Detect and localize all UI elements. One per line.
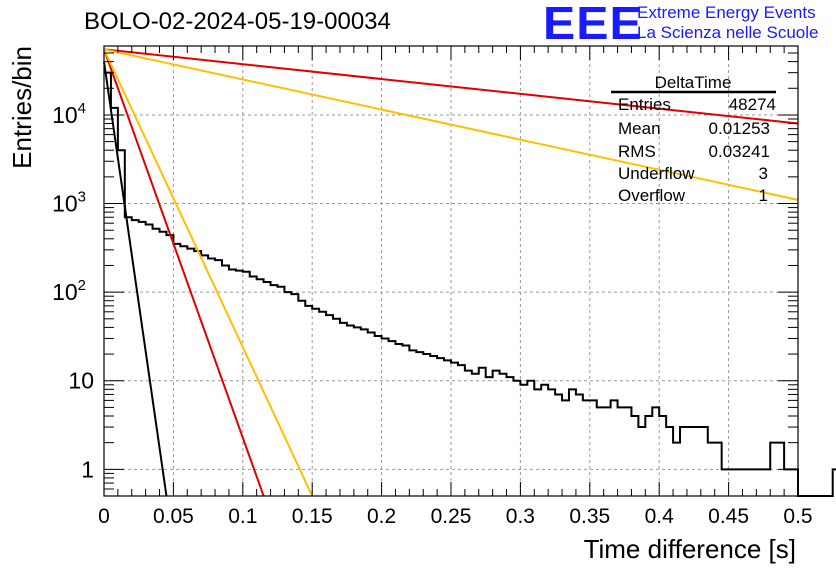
y-tick-label: 1 xyxy=(81,456,94,482)
y-tick-base: 10 xyxy=(52,279,78,305)
eee-logo: EEE xyxy=(543,0,643,49)
stats-value-mean: 0.01253 xyxy=(709,119,770,138)
y-tick-base: 10 xyxy=(52,191,78,217)
stats-label-underflow: Underflow xyxy=(618,164,695,183)
x-tick-label: 0.3 xyxy=(506,505,535,528)
stats-label-mean: Mean xyxy=(618,119,661,138)
fit-line xyxy=(103,48,799,201)
y-tick-exponent: 2 xyxy=(78,277,86,294)
stats-box: DeltaTime Entries 48274 Mean 0.01253 RMS… xyxy=(611,73,776,205)
y-tick-exponent: 3 xyxy=(78,189,86,206)
y-tick-base: 10 xyxy=(68,368,94,394)
x-tick-label: 0.1 xyxy=(228,505,257,528)
y-tick-label: 103 xyxy=(52,189,86,217)
stats-label-overflow: Overflow xyxy=(618,186,686,205)
stats-value-underflow: 3 xyxy=(759,164,768,183)
logo-caption-line2: La Scienza nelle Scuole xyxy=(637,23,819,42)
fit-line xyxy=(103,61,168,497)
stats-label-entries: Entries xyxy=(618,95,671,114)
x-tick-label: 0.35 xyxy=(569,505,610,528)
y-tick-base: 10 xyxy=(52,102,78,128)
fit-line xyxy=(103,49,265,497)
x-tick-label: 0 xyxy=(98,505,110,528)
stats-title: DeltaTime xyxy=(655,73,732,92)
x-tick-label: 0.4 xyxy=(645,505,675,528)
fit-lines xyxy=(103,48,799,497)
x-tick-label: 0.2 xyxy=(367,505,396,528)
y-tick-label: 104 xyxy=(52,100,86,128)
histogram-steps xyxy=(104,71,836,497)
x-tick-label: 0.45 xyxy=(708,505,749,528)
x-tick-label: 0.5 xyxy=(783,505,812,528)
x-axis-label: Time difference [s] xyxy=(584,534,796,564)
stats-value-rms: 0.03241 xyxy=(709,142,770,161)
histogram xyxy=(104,71,836,497)
y-tick-exponent: 4 xyxy=(78,100,86,117)
grid xyxy=(104,46,798,496)
stats-label-rms: RMS xyxy=(618,142,656,161)
stats-value-overflow: 1 xyxy=(759,186,768,205)
y-tick-base: 1 xyxy=(81,456,94,482)
x-tick-label: 0.15 xyxy=(292,505,333,528)
y-tick-label: 10 xyxy=(68,368,94,394)
fit-line xyxy=(103,48,799,125)
fit-line xyxy=(103,48,314,497)
y-axis-label: Entries/bin xyxy=(7,46,37,169)
x-tick-label: 0.25 xyxy=(431,505,472,528)
logo-caption-line1: Extreme Energy Events xyxy=(637,3,816,22)
ticks: 0 0.05 0.1 0.15 0.2 0.25 0.3 0.35 0.4 0.45 0.51101… xyxy=(52,45,813,528)
histogram-title: BOLO-02-2024-05-19-00034 xyxy=(84,8,391,35)
x-tick-label: 0.05 xyxy=(153,505,194,528)
stats-value-entries: 48274 xyxy=(729,95,776,114)
y-tick-label: 102 xyxy=(52,277,86,305)
